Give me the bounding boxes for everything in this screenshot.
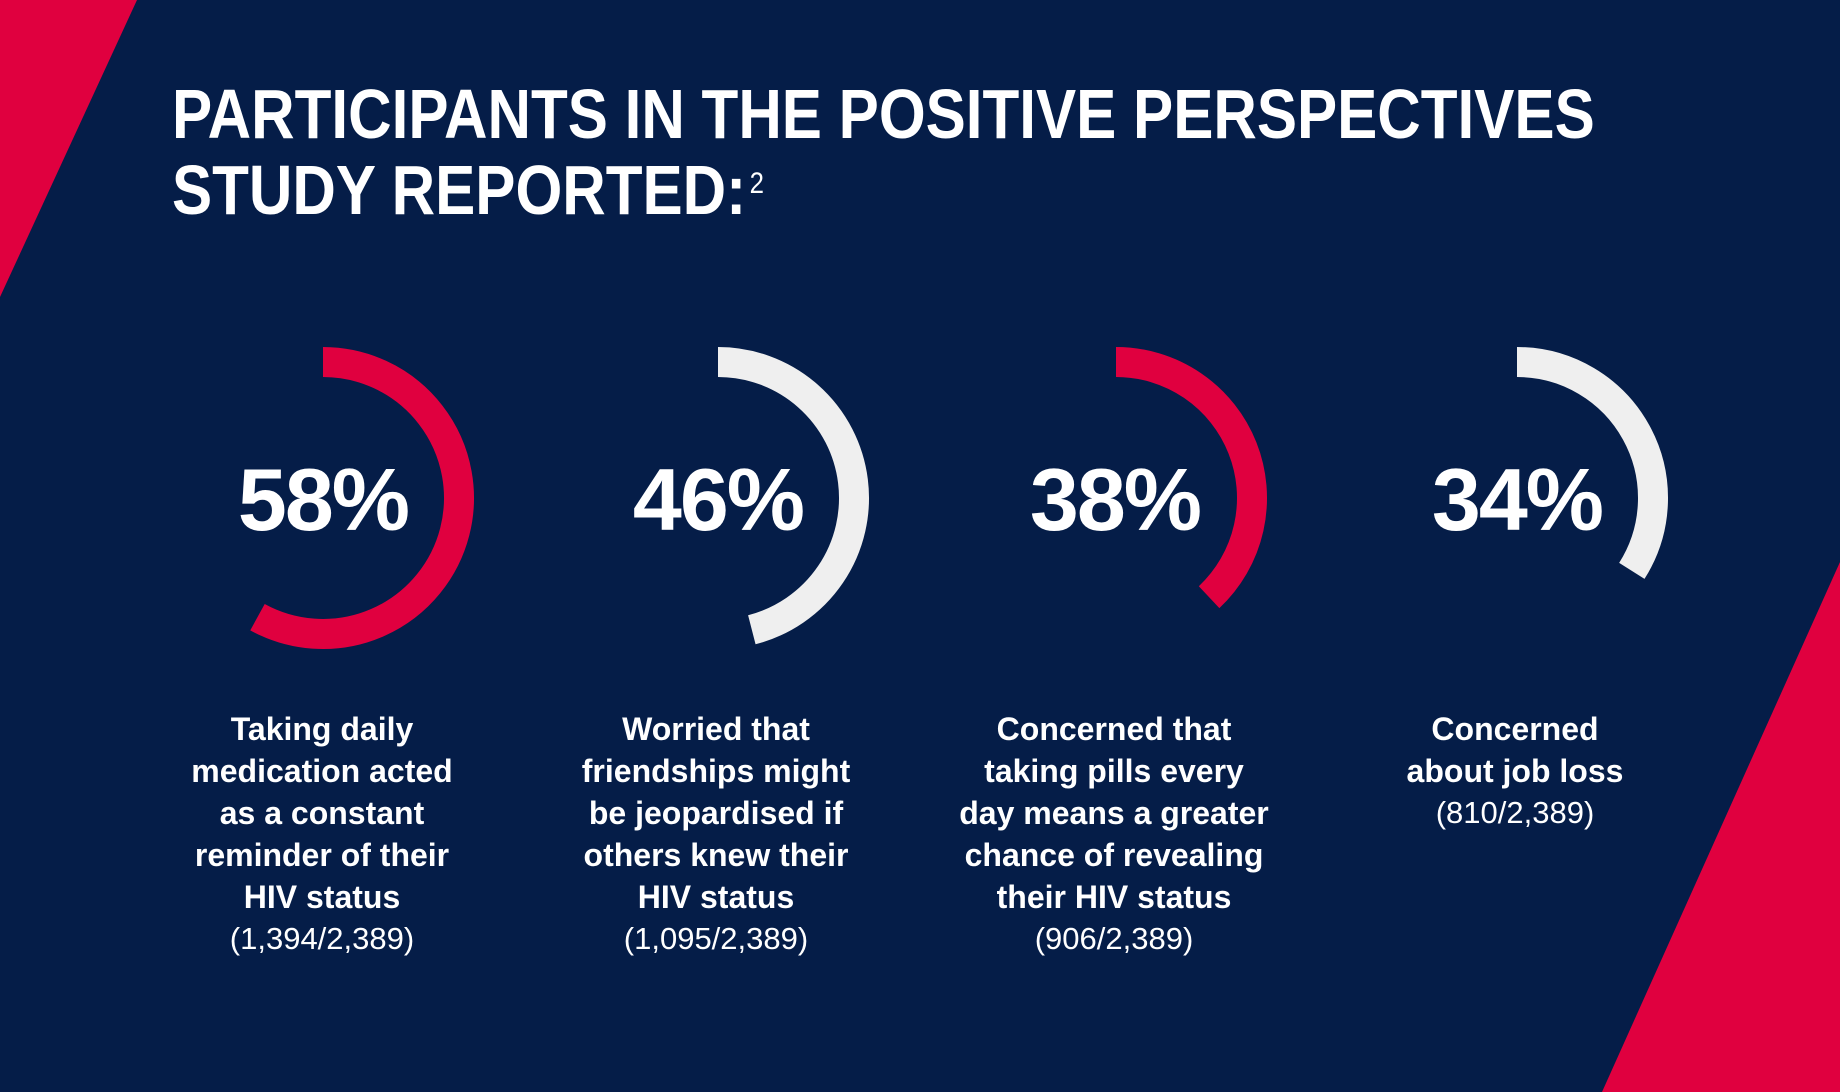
stat-percent-2: 46% — [632, 450, 805, 549]
title-line-1: PARTICIPANTS IN THE POSITIVE PERSPECTIVE… — [172, 75, 1595, 153]
stat-description-text: Worried that friendships might be jeopar… — [581, 711, 851, 915]
stat-count: (906/2,389) — [1034, 921, 1194, 956]
stat-percent-1: 58% — [237, 450, 410, 549]
stat-percent-4: 34% — [1431, 450, 1604, 549]
stat-description-text: Concerned about job loss — [1406, 711, 1624, 789]
stat-description-text: Concerned that taking pills every day me… — [959, 711, 1269, 915]
reference-superscript: 2 — [749, 167, 764, 200]
stat-percent-3: 38% — [1029, 450, 1202, 549]
stat-description-text: Taking daily medication acted as a const… — [191, 711, 453, 915]
progress-arc-4 — [1516, 347, 1668, 579]
progress-arc-2 — [717, 347, 869, 645]
progress-arc-1 — [250, 347, 474, 649]
stat-description-3: Concerned that taking pills every day me… — [944, 708, 1284, 960]
title-line-2: STUDY REPORTED: 2 — [172, 152, 1595, 228]
page-title: PARTICIPANTS IN THE POSITIVE PERSPECTIVE… — [172, 76, 1595, 228]
stat-description-1: Taking daily medication acted as a const… — [152, 708, 492, 960]
stat-count: (1,095/2,389) — [623, 921, 809, 956]
red-corner-bottom-right — [1602, 562, 1840, 1092]
stat-count: (1,394/2,389) — [229, 921, 415, 956]
stat-description-2: Worried that friendships might be jeopar… — [546, 708, 886, 960]
progress-arc-3 — [1115, 347, 1267, 609]
stat-count: (810/2,389) — [1435, 795, 1595, 830]
red-corner-top-left — [0, 0, 137, 297]
title-line-2-text: STUDY REPORTED: — [172, 151, 747, 229]
stat-description-4: Concerned about job loss (810/2,389) — [1345, 708, 1685, 834]
